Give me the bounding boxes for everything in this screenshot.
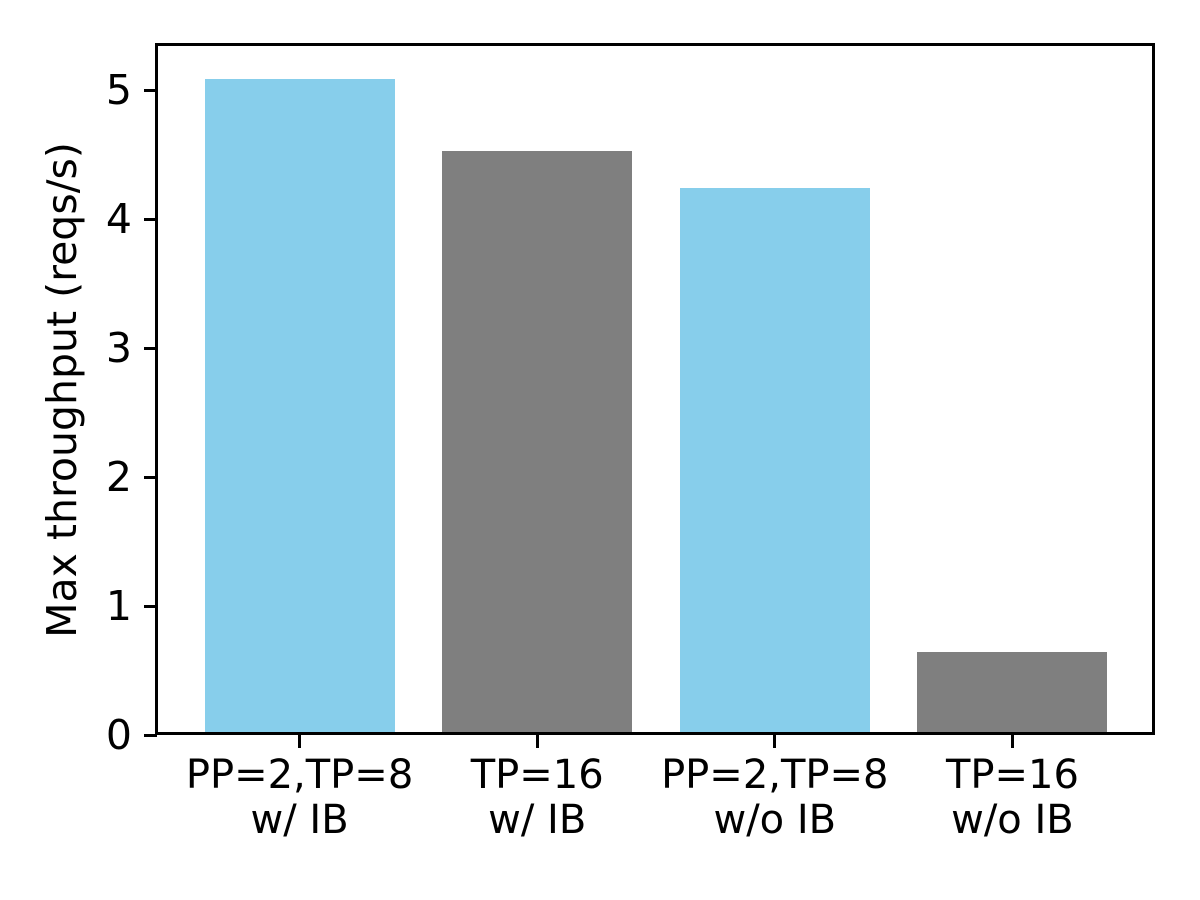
bar-4 [917,652,1108,735]
y-tick-mark [144,346,157,350]
bar-3 [679,188,870,735]
y-tick-mark [144,604,157,608]
x-tick-label-line: w/o IB [951,797,1074,843]
y-axis-label: Max throughput (reqs/s) [38,142,86,638]
x-tick-label-line: PP=2,TP=8 [661,752,889,798]
x-tick-label-line: PP=2,TP=8 [185,752,414,798]
y-tick-label: 5 [105,66,132,115]
x-tick-label-line: w/o IB [713,797,837,843]
x-tick-mark [773,735,777,748]
y-tick-mark [144,733,157,737]
bar-1 [204,78,395,735]
x-tick-label-line: w/ IB [250,797,349,843]
y-tick-label: 1 [105,582,132,631]
y-tick-label: 4 [105,195,132,244]
x-tick-mark [298,735,302,748]
x-tick-label: TP=16 w/ IB [377,753,697,843]
x-tick-mark [535,735,539,748]
bar-2 [442,150,633,735]
x-tick-mark [1010,735,1014,748]
x-tick-label-line: w/ IB [488,797,587,843]
x-tick-label: PP=2,TP=8 w/o IB [615,753,935,843]
y-tick-mark [144,217,157,221]
y-tick-mark [144,475,157,479]
y-tick-label: 2 [105,453,132,502]
x-tick-label: TP=16 w/o IB [852,753,1172,843]
x-tick-label-line: TP=16 [470,752,604,798]
y-tick-label: 0 [105,711,132,759]
y-tick-mark [144,88,157,92]
y-tick-label: 3 [105,324,132,373]
x-tick-label: PP=2,TP=8 w/ IB [140,753,460,843]
x-tick-label-line: TP=16 [945,752,1079,798]
